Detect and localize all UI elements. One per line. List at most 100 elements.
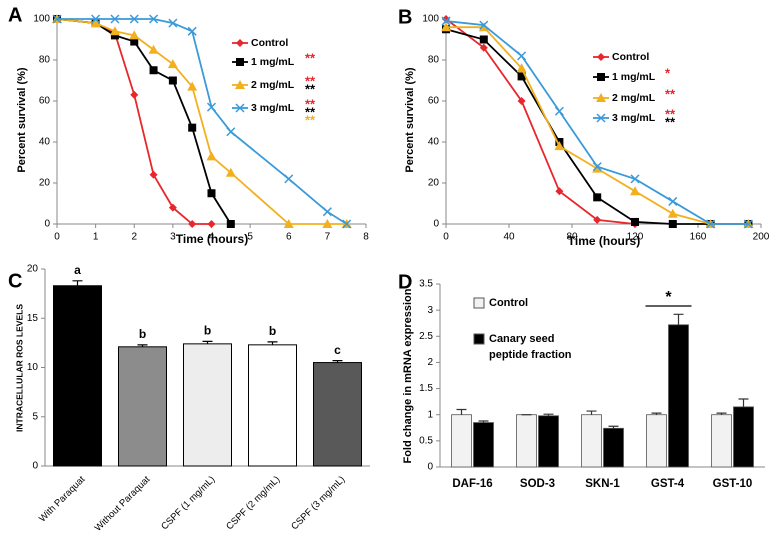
marker <box>630 174 640 184</box>
marker <box>110 14 120 24</box>
marker <box>517 97 526 105</box>
significance-letter: b <box>269 324 276 338</box>
y-axis-label: Percent survival (%) <box>16 67 28 172</box>
legend-label: Control <box>489 297 529 309</box>
y-tick-label: 60 <box>428 96 440 107</box>
series-line <box>57 18 348 225</box>
significance-letter: a <box>74 263 81 277</box>
series-line <box>56 18 347 225</box>
significance-stars: ** <box>665 114 676 129</box>
y-tick-label: 10 <box>27 362 39 373</box>
marker <box>130 90 139 99</box>
marker <box>168 76 177 85</box>
marker <box>206 102 217 112</box>
marker <box>149 14 159 24</box>
x-axis-label: Time (hours) <box>176 232 248 246</box>
y-tick-label: 60 <box>39 96 51 107</box>
y-tick-label: 80 <box>39 55 51 66</box>
marker <box>593 215 602 224</box>
marker <box>597 73 605 81</box>
series-line <box>56 18 232 225</box>
y-tick-label: 100 <box>422 14 439 25</box>
x-tick-label: 3 <box>170 232 176 243</box>
marker <box>596 113 606 123</box>
legend-label: 1 mg/mL <box>251 56 295 68</box>
marker <box>187 26 197 36</box>
error-bar <box>673 313 684 325</box>
y-tick-label: 40 <box>428 137 440 148</box>
marker <box>441 16 451 26</box>
marker <box>109 26 120 36</box>
y-tick-label: 0 <box>44 219 50 230</box>
significance-stars: ** <box>665 86 676 101</box>
error-bar <box>478 420 489 423</box>
marker <box>283 219 294 228</box>
marker <box>236 58 244 66</box>
marker <box>322 207 332 217</box>
bar <box>603 427 624 468</box>
error-bar <box>738 398 749 407</box>
marker <box>667 208 678 218</box>
x-tick-label: 6 <box>286 232 292 243</box>
marker <box>188 123 197 132</box>
marker <box>743 219 753 229</box>
x-tick-label: DAF-16 <box>452 478 492 490</box>
x-tick-label: 5 <box>247 232 253 243</box>
x-tick-label: 80 <box>566 232 578 243</box>
panel-label: C <box>8 270 22 292</box>
significance-stars: ** <box>305 96 316 111</box>
marker <box>226 220 235 228</box>
bar <box>516 414 537 468</box>
bar <box>646 414 667 468</box>
marker <box>517 51 527 61</box>
x-tick-label: SKN-1 <box>585 478 620 490</box>
error-bar <box>202 340 213 344</box>
marker <box>148 44 159 54</box>
series-line <box>445 18 636 225</box>
error-bar <box>586 410 597 415</box>
marker <box>52 14 62 24</box>
x-tick-label: CSPF (2 mg/mL) <box>224 474 282 532</box>
panel-label: D <box>398 271 412 293</box>
marker <box>284 174 294 184</box>
x-tick-label: 1 <box>93 232 99 243</box>
y-tick-label: 20 <box>27 264 39 275</box>
bar <box>733 406 754 468</box>
y-tick-label: 100 <box>33 14 50 25</box>
legend-label: 3 mg/mL <box>612 112 656 124</box>
marker <box>441 22 451 32</box>
y-tick-label: 20 <box>428 178 440 189</box>
marker <box>129 14 139 24</box>
bar <box>473 422 494 468</box>
annotation: * <box>665 289 672 306</box>
legend-label: Control <box>251 37 288 49</box>
marker <box>167 59 178 69</box>
marker <box>235 80 245 89</box>
significance-stars: ** <box>305 104 316 119</box>
y-axis-label: Percent survival (%) <box>404 67 416 172</box>
marker <box>596 93 606 102</box>
y-tick-label: 0 <box>427 462 433 473</box>
panel-label: B <box>398 6 412 28</box>
panel-label: A <box>8 4 22 26</box>
marker <box>517 72 526 81</box>
x-tick-label: 120 <box>627 232 644 243</box>
significance-letter: b <box>139 327 146 341</box>
marker <box>207 220 216 228</box>
marker <box>235 103 245 113</box>
y-tick-label: 3 <box>427 305 433 316</box>
legend-swatch <box>473 333 485 345</box>
marker <box>130 37 139 46</box>
error-bar <box>716 412 727 415</box>
y-tick-label: 1 <box>427 409 433 420</box>
x-tick-label: 0 <box>443 232 449 243</box>
x-tick-label: 40 <box>503 232 515 243</box>
legend-label: Canary seed peptide fraction <box>489 333 572 361</box>
x-tick-label: 7 <box>325 232 331 243</box>
marker <box>149 170 158 179</box>
marker <box>188 220 197 228</box>
legend-label: 3 mg/mL <box>251 102 295 114</box>
y-tick-label: 0.5 <box>419 435 433 446</box>
x-tick-label: 160 <box>690 232 707 243</box>
bar <box>313 362 362 467</box>
